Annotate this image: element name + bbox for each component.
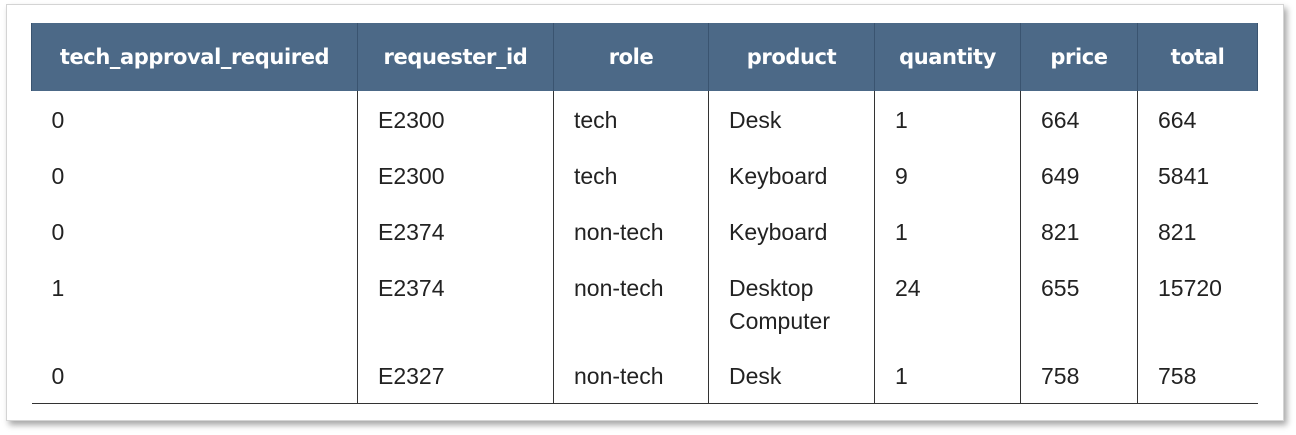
cell-requester-id: E2300 [357,147,554,203]
cell-requester-id: E2300 [357,91,554,147]
table-row: 1 E2374 non-tech Desktop Computer 24 655… [31,259,1258,347]
cell-product: Desktop Computer [708,259,875,347]
table-header: tech_approval_required requester_id role… [31,23,1258,91]
column-header-requester-id: requester_id [357,23,554,91]
cell-product: Desk [708,91,875,147]
cell-requester-id: E2327 [357,347,554,404]
cell-quantity: 1 [874,347,1021,404]
cell-price: 655 [1020,259,1138,347]
table-row: 0 E2300 tech Keyboard 9 649 5841 [31,147,1258,203]
cell-product: Keyboard [708,203,875,259]
cell-requester-id: E2374 [357,259,554,347]
column-header-product: product [708,23,875,91]
table-row: 0 E2327 non-tech Desk 1 758 758 [31,347,1258,404]
column-header-total: total [1137,23,1258,91]
column-header-tech-approval-required: tech_approval_required [31,23,358,91]
cell-product: Desk [708,347,875,404]
cell-total: 15720 [1137,259,1258,347]
cell-tech-approval-required: 0 [31,91,358,147]
cell-price: 649 [1020,147,1138,203]
cell-role: tech [553,91,709,147]
table-row: 0 E2374 non-tech Keyboard 1 821 821 [31,203,1258,259]
cell-tech-approval-required: 1 [31,259,358,347]
cell-tech-approval-required: 0 [31,203,358,259]
cell-quantity: 1 [874,91,1021,147]
cell-tech-approval-required: 0 [31,347,358,404]
cell-role: non-tech [553,347,709,404]
table-row: 0 E2300 tech Desk 1 664 664 [31,91,1258,147]
data-table: tech_approval_required requester_id role… [31,23,1258,404]
table-body: 0 E2300 tech Desk 1 664 664 0 E2300 tech… [31,91,1258,404]
cell-quantity: 9 [874,147,1021,203]
cell-quantity: 1 [874,203,1021,259]
header-row: tech_approval_required requester_id role… [31,23,1258,91]
cell-role: non-tech [553,259,709,347]
cell-tech-approval-required: 0 [31,147,358,203]
table-card: tech_approval_required requester_id role… [6,4,1284,421]
cell-product: Keyboard [708,147,875,203]
cell-total: 5841 [1137,147,1258,203]
cell-price: 758 [1020,347,1138,404]
cell-total: 821 [1137,203,1258,259]
cell-total: 664 [1137,91,1258,147]
column-header-price: price [1020,23,1138,91]
cell-quantity: 24 [874,259,1021,347]
cell-total: 758 [1137,347,1258,404]
cell-role: tech [553,147,709,203]
column-header-role: role [553,23,709,91]
column-header-quantity: quantity [874,23,1021,91]
cell-price: 664 [1020,91,1138,147]
cell-requester-id: E2374 [357,203,554,259]
cell-role: non-tech [553,203,709,259]
cell-price: 821 [1020,203,1138,259]
